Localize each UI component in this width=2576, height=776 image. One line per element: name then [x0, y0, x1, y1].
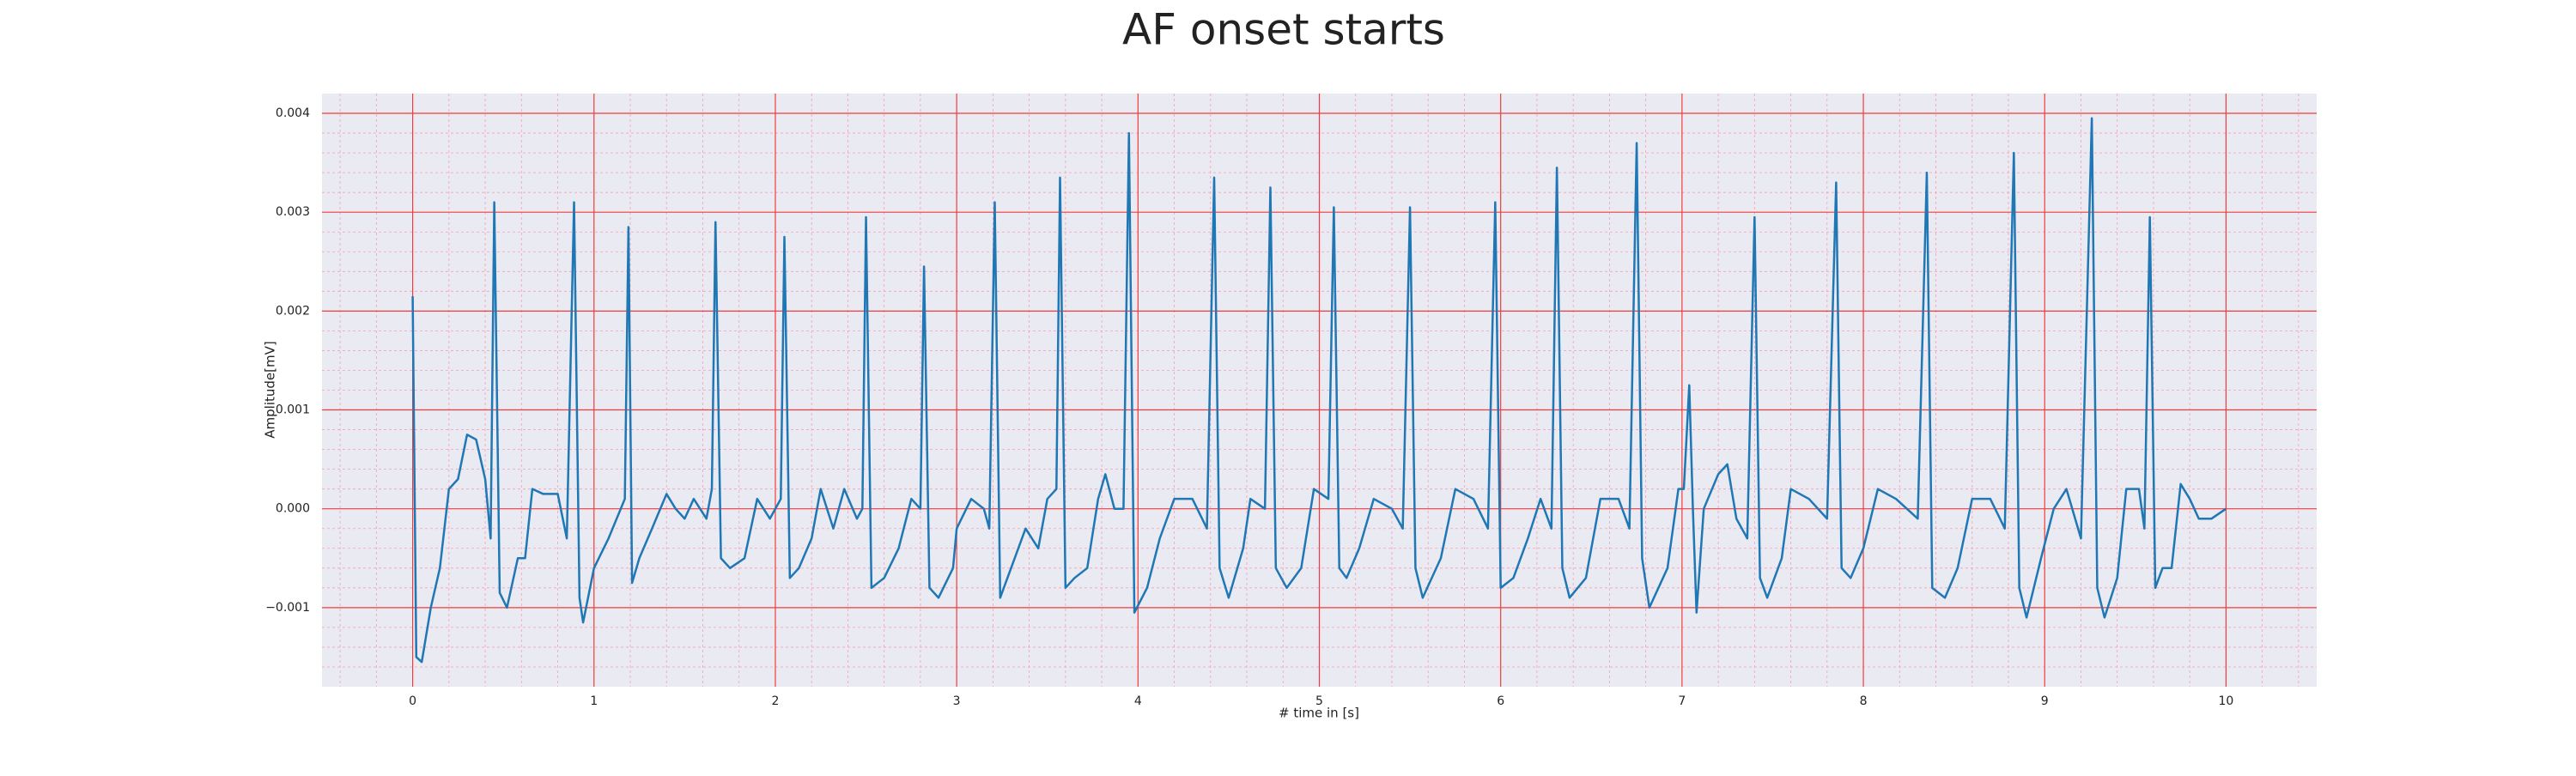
y-tick-label: 0.003	[276, 205, 310, 219]
x-tick-label: 4	[1134, 694, 1142, 708]
y-tick-label: 0.001	[276, 403, 310, 417]
grid	[322, 94, 2317, 687]
x-tick-label: 5	[1315, 694, 1323, 708]
x-tick-label: 3	[953, 694, 961, 708]
x-tick-label: 9	[2041, 694, 2049, 708]
x-tick-label: 7	[1678, 694, 1686, 708]
chart-title: AF onset starts	[1122, 5, 1445, 55]
x-tick-label: 6	[1497, 694, 1504, 708]
y-tick-label: 0.004	[276, 106, 310, 120]
y-tick-label: 0.000	[276, 502, 310, 516]
x-axis-label: # time in [s]	[1279, 706, 1359, 721]
x-tick-label: 10	[2218, 694, 2233, 708]
ecg-line	[411, 117, 2227, 664]
y-axis-label: Amplitude[mV]	[263, 341, 278, 438]
x-tick-label: 8	[1860, 694, 1868, 708]
x-tick-label: 2	[771, 694, 779, 708]
y-tick-label: 0.002	[276, 304, 310, 318]
x-tick-label: 0	[409, 694, 416, 708]
y-tick-label: −0.001	[265, 601, 310, 615]
x-tick-label: 1	[590, 694, 598, 708]
